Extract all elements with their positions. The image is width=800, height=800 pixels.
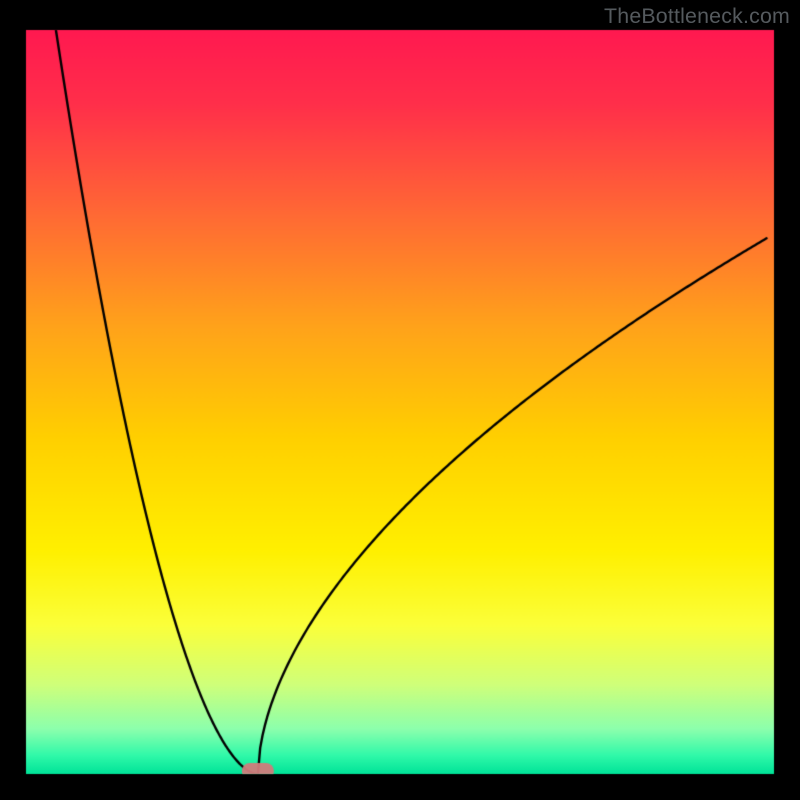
- watermark-label: TheBottleneck.com: [604, 4, 790, 29]
- chart-stage: TheBottleneck.com: [0, 0, 800, 800]
- bottleneck-curve: [0, 0, 800, 800]
